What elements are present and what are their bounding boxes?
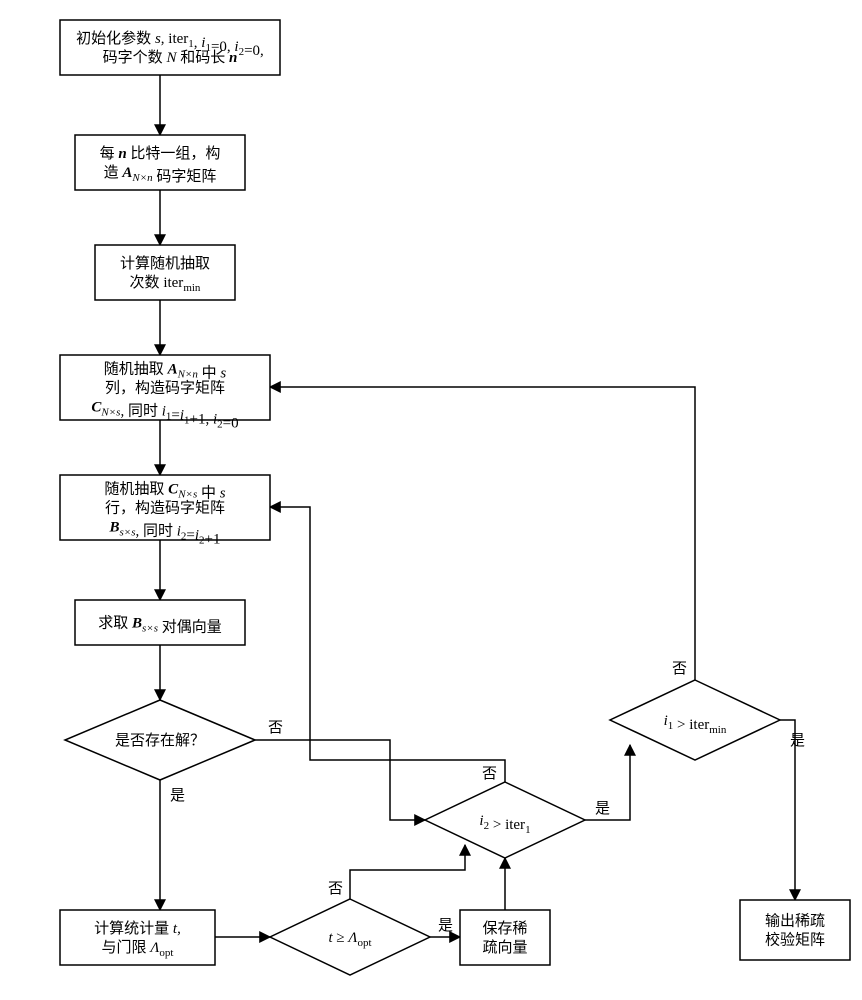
svg-text:计算随机抽取: 计算随机抽取 (120, 254, 210, 272)
flow-edge (350, 845, 465, 899)
branch-label: 是 (790, 733, 805, 749)
branch-label: 是 (438, 918, 453, 934)
branch-label: 是 (595, 801, 610, 817)
flow-edge (255, 740, 425, 820)
svg-text:疏向量: 疏向量 (482, 939, 527, 956)
branch-label: 否 (328, 881, 343, 897)
branch-label: 否 (672, 661, 687, 677)
svg-text:码字个数 N 和码长 n: 码字个数 N 和码长 n (103, 49, 238, 66)
svg-text:保存稀: 保存稀 (482, 920, 527, 937)
flow-node (740, 900, 850, 960)
flow-node (60, 910, 215, 965)
svg-text:校验矩阵: 校验矩阵 (765, 932, 825, 949)
branch-label: 是 (170, 788, 185, 804)
branch-label: 否 (268, 720, 283, 736)
flow-edge (270, 387, 695, 680)
svg-text:输出稀疏: 输出稀疏 (765, 913, 825, 930)
flow-node (95, 245, 235, 300)
svg-text:列，构造码字矩阵: 列，构造码字矩阵 (105, 380, 225, 397)
flow-node (460, 910, 550, 965)
svg-text:是否存在解？: 是否存在解？ (115, 732, 205, 749)
branch-label: 否 (482, 766, 497, 782)
svg-text:每 n 比特一组，构: 每 n 比特一组，构 (100, 145, 221, 162)
svg-text:行，构造码字矩阵: 行，构造码字矩阵 (105, 500, 225, 517)
svg-text:计算统计量 t,: 计算统计量 t, (94, 919, 181, 937)
